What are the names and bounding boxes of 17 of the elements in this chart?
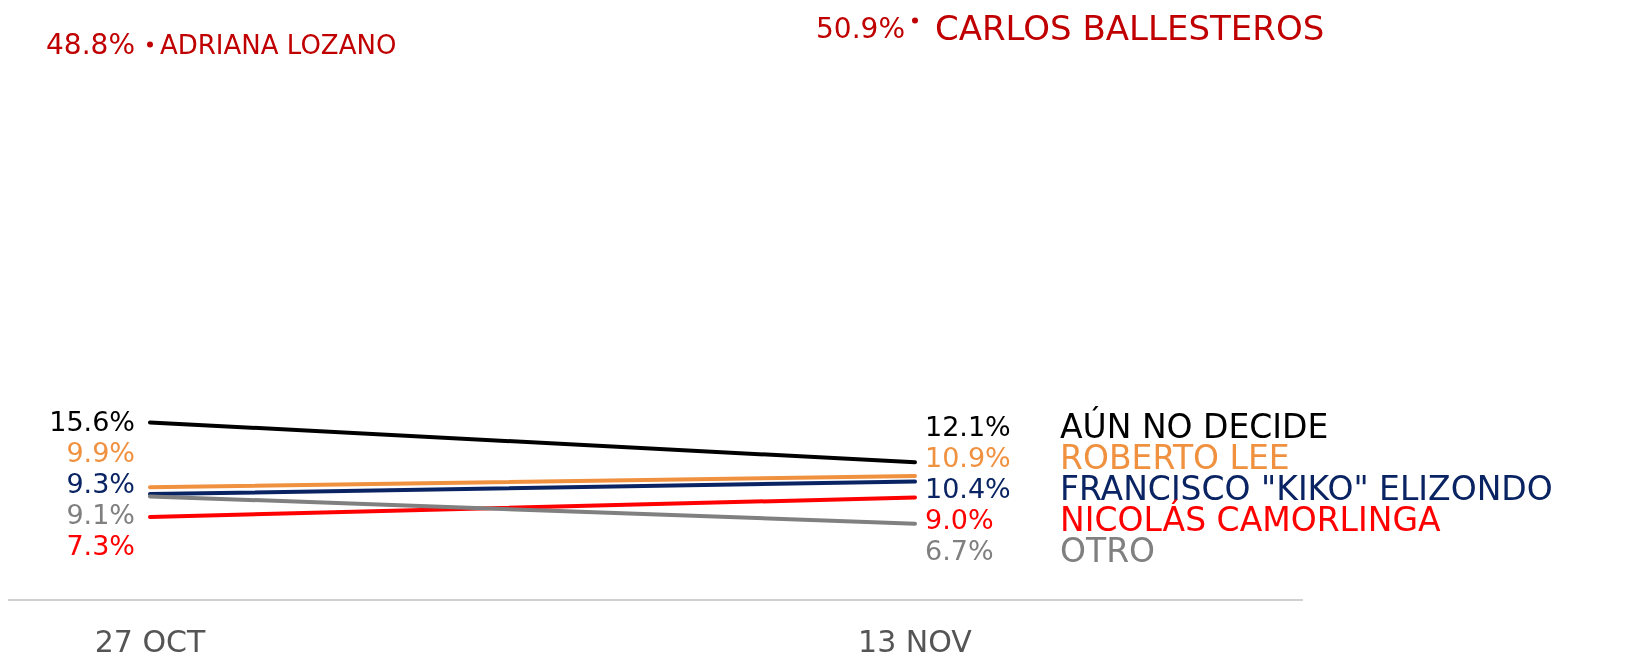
series-label: ADRIANA LOZANO: [160, 29, 397, 60]
data-label: 50.9%: [816, 11, 905, 45]
data-label: 12.1%: [925, 410, 1011, 442]
data-label: 7.3%: [66, 529, 135, 561]
text: OTRO: [1060, 530, 1156, 570]
data-label: 48.8%: [46, 28, 135, 62]
x-tick-label: 13 NOV: [858, 624, 973, 659]
data-label: 9.0%: [925, 503, 994, 535]
data-label: 10.9%: [925, 441, 1011, 473]
data-label: 9.3%: [66, 467, 135, 499]
data-label: 10.4%: [925, 472, 1011, 504]
x-tick-label: 27 OCT: [94, 624, 206, 659]
data-label: 9.1%: [66, 498, 135, 530]
series-label: CARLOS BALLESTEROS: [935, 7, 1325, 48]
data-label: 15.6%: [49, 405, 135, 437]
data-label: 6.7%: [925, 534, 994, 566]
data-label: 9.9%: [66, 436, 135, 468]
